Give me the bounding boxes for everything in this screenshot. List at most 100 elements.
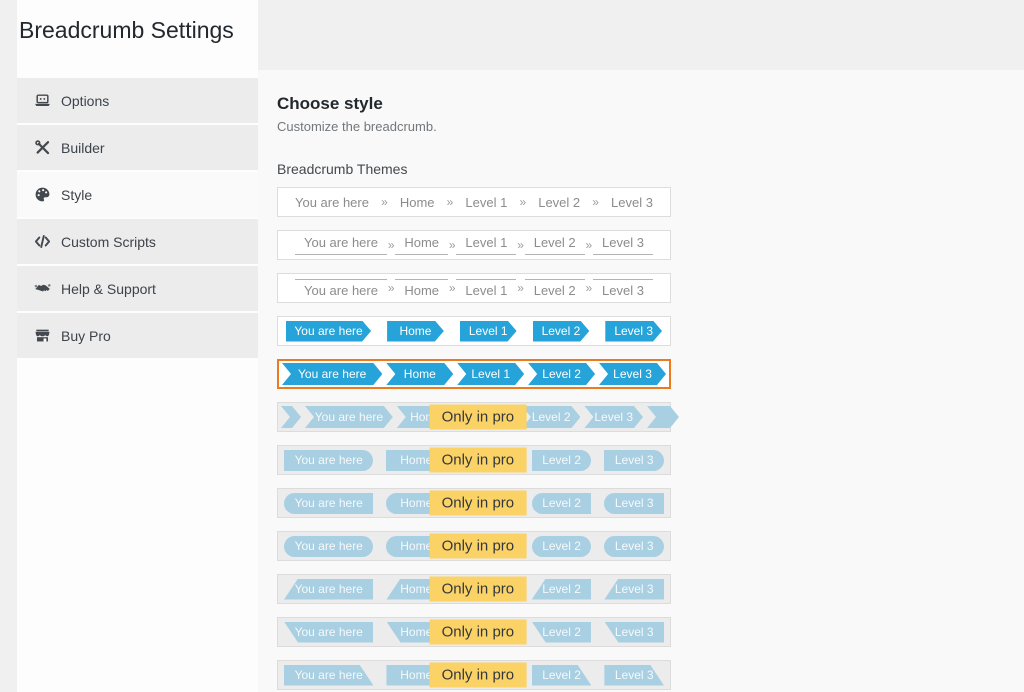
crumb-item: Level 2 xyxy=(533,321,590,342)
palette-icon xyxy=(34,186,51,203)
pro-badge: Only in pro xyxy=(429,404,527,430)
theme-option-3[interactable]: You are here» Home» Level 1» Level 2» Level … xyxy=(277,273,671,303)
crumb-separator: » xyxy=(387,281,395,295)
sidebar-item-label: Style xyxy=(61,186,93,203)
crumb-item: You are here xyxy=(284,492,374,514)
crumb-item: Level 1 xyxy=(465,194,508,210)
crumb-separator: » xyxy=(585,238,593,252)
crumb-item: Level 2 xyxy=(528,363,595,385)
crumb-item: Level 3 xyxy=(584,406,643,428)
crumb-separator: » xyxy=(448,281,456,295)
sidebar-item-help-support[interactable]: Help & Support xyxy=(17,266,258,311)
crumb-item: Level 3 xyxy=(593,235,653,255)
sidebar-item-custom-scripts[interactable]: Custom Scripts xyxy=(17,219,258,264)
crumb-item: You are here xyxy=(284,449,374,471)
crumb-item: Level 3 xyxy=(604,449,665,471)
crumb-item: Home xyxy=(387,321,444,342)
pro-badge: Only in pro xyxy=(429,662,527,688)
crumb-item: Home xyxy=(395,278,449,298)
crumb-item: Level 2 xyxy=(524,278,585,298)
crumb-item: Level 3 xyxy=(593,278,653,298)
section-heading: Choose style xyxy=(277,94,383,113)
crumb-item: Level 1 xyxy=(460,321,517,342)
crumb-separator: » xyxy=(387,238,395,252)
sidebar-item-buy-pro[interactable]: Buy Pro xyxy=(17,313,258,358)
crumb-item: Level 3 xyxy=(611,194,653,210)
sidebar-item-style[interactable]: Style xyxy=(17,172,258,217)
crumb-item: Level 2 xyxy=(531,492,592,514)
crumb-item: You are here xyxy=(295,194,369,210)
crumb-item: You are here xyxy=(295,235,387,255)
sidebar-item-label: Buy Pro xyxy=(61,327,111,344)
crumb-item: Home xyxy=(386,363,453,385)
crumb-item: Level 2 xyxy=(531,449,592,471)
crumb-separator: » xyxy=(519,195,527,209)
crumb-item: Home xyxy=(395,235,449,255)
pro-badge: Only in pro xyxy=(429,490,527,516)
pro-badge: Only in pro xyxy=(429,533,527,559)
tools-icon xyxy=(34,139,51,156)
crumb-item: You are here xyxy=(282,363,382,385)
handshake-icon xyxy=(34,280,51,297)
theme-option-2[interactable]: You are here» Home» Level 1» Level 2» Level … xyxy=(277,230,671,260)
crumb-item: You are here xyxy=(284,578,374,600)
store-icon xyxy=(34,327,51,344)
theme-option-5[interactable]: You are here Home Level 1 Level 2 Level 3 xyxy=(277,359,671,389)
crumb-separator: » xyxy=(592,195,599,209)
sidebar-item-options[interactable]: Options xyxy=(17,78,258,123)
theme-option-4[interactable]: You are here Home Level 1 Level 2 Level 3 xyxy=(277,316,671,346)
crumb-item: Level 2 xyxy=(524,235,585,255)
crumb-item: Level 2 xyxy=(538,194,581,210)
page-title: Breadcrumb Settings xyxy=(19,17,234,43)
section-subheading: Customize the breadcrumb. xyxy=(277,119,437,134)
crumb-item: Level 2 xyxy=(531,578,592,600)
theme-option-1[interactable]: You are here » Home » Level 1 » Level 2 » Level … xyxy=(277,187,671,217)
crumb-item: Level 3 xyxy=(604,535,665,557)
crumb-separator: » xyxy=(446,195,454,209)
main-panel: Choose style Customize the breadcrumb. B… xyxy=(258,70,1024,692)
crumb-item: You are here xyxy=(284,535,374,557)
laptop-icon xyxy=(34,92,51,109)
crumb-separator: » xyxy=(381,195,388,209)
crumb-item: Home xyxy=(399,194,435,210)
crumb-item: You are here xyxy=(284,621,374,643)
sidebar-item-label: Options xyxy=(61,92,110,109)
crumb-item: You are here xyxy=(295,278,387,298)
sidebar-item-label: Custom Scripts xyxy=(61,233,156,250)
crumb-item: You are here xyxy=(286,321,371,342)
code-icon xyxy=(34,233,51,250)
crumb-item: Level 1 xyxy=(456,235,517,255)
crumb-item: You are here xyxy=(284,665,373,686)
crumb-item: Level 2 xyxy=(522,406,581,428)
crumb-item: Level 3 xyxy=(604,621,665,643)
crumb-separator: » xyxy=(448,238,456,252)
sidebar-nav: Options Builder Style Custom Scripts Help & … xyxy=(17,70,258,360)
pro-badge: Only in pro xyxy=(429,447,527,473)
crumb-separator: » xyxy=(517,238,524,252)
sidebar-item-label: Builder xyxy=(61,139,105,156)
crumb-item: You are here xyxy=(305,406,393,428)
pro-badge: Only in pro xyxy=(429,619,527,645)
crumb-item: Level 1 xyxy=(457,363,524,385)
crumb-item: Level 3 xyxy=(604,665,664,686)
crumb-fragment xyxy=(647,406,679,428)
crumb-item: Level 3 xyxy=(599,363,666,385)
themes-label: Breadcrumb Themes xyxy=(277,161,408,177)
theme-list: You are here» Home» Level 1» Level 2» Level … xyxy=(277,187,1024,692)
crumb-separator: » xyxy=(517,281,524,295)
crumb-item: Level 2 xyxy=(532,665,592,686)
crumb-fragment xyxy=(281,406,301,428)
sidebar-item-builder[interactable]: Builder xyxy=(17,125,258,170)
crumb-item: Level 3 xyxy=(604,492,665,514)
crumb-item: Level 2 xyxy=(531,535,592,557)
crumb-separator: » xyxy=(585,281,593,295)
crumb-item: Level 2 xyxy=(531,621,592,643)
